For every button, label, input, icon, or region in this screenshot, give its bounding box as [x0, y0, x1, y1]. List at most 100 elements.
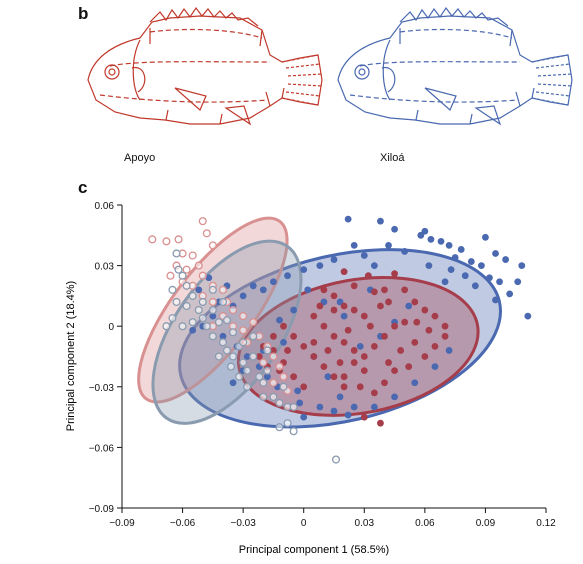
axes: −0.09 −0.06 −0.03 0 0.03 0.06 0.09 0.12 −0.09 −0.… — [89, 201, 556, 529]
data-point — [360, 367, 368, 375]
data-point — [340, 373, 348, 381]
x-tick-label: 0 — [301, 518, 307, 529]
data-point — [377, 217, 384, 225]
data-point — [310, 312, 318, 320]
data-point — [330, 407, 338, 415]
landmark-arrows — [399, 28, 535, 125]
x-tick-label: −0.06 — [170, 518, 196, 529]
data-point — [385, 359, 392, 366]
caudal-fin-rays — [281, 54, 323, 106]
data-point — [405, 302, 413, 310]
data-point — [202, 322, 211, 331]
data-point — [370, 389, 378, 397]
data-point — [290, 373, 298, 381]
data-point — [401, 318, 409, 326]
dorsal-fin — [149, 6, 259, 27]
data-point — [194, 261, 203, 270]
data-point — [340, 312, 348, 320]
data-point — [506, 290, 514, 298]
data-point — [283, 419, 292, 428]
data-point — [340, 338, 348, 346]
data-point — [350, 347, 358, 354]
data-point — [249, 318, 258, 327]
data-point — [172, 249, 181, 258]
data-point — [208, 285, 217, 294]
data-point — [324, 373, 332, 381]
data-point — [421, 306, 429, 314]
data-point — [259, 358, 268, 367]
data-point — [188, 251, 197, 260]
data-point — [174, 265, 183, 274]
data-point — [324, 347, 332, 354]
data-point — [397, 347, 405, 354]
data-point — [320, 322, 328, 330]
data-point — [205, 274, 213, 282]
data-point — [377, 302, 384, 310]
data-point — [413, 318, 421, 326]
data-point — [219, 332, 227, 340]
fish-eye — [354, 64, 370, 80]
data-point — [316, 262, 324, 269]
data-point — [431, 363, 439, 370]
y-tick-label: −0.06 — [89, 443, 115, 454]
data-point — [259, 378, 268, 387]
data-point — [330, 373, 338, 381]
data-point — [208, 241, 217, 250]
data-point — [340, 268, 348, 276]
data-point — [492, 296, 499, 304]
data-point — [269, 378, 278, 387]
data-point — [431, 312, 439, 320]
apoyo-caption: Apoyo — [124, 152, 156, 164]
y-tick-label: −0.09 — [89, 504, 115, 515]
fish-pupil — [108, 68, 116, 76]
data-point — [228, 305, 238, 315]
data-point — [310, 338, 318, 346]
panel-c-label: c — [78, 178, 88, 197]
data-point — [162, 237, 171, 246]
data-point — [168, 314, 177, 323]
data-point — [198, 314, 207, 323]
data-point — [280, 338, 287, 346]
data-point — [284, 347, 291, 354]
data-point — [356, 383, 364, 391]
data-point — [269, 392, 278, 401]
data-point — [270, 347, 277, 354]
data-point — [336, 393, 344, 401]
data-point — [502, 256, 510, 263]
data-point — [218, 285, 228, 294]
data-point — [263, 373, 271, 381]
data-point — [385, 242, 392, 249]
data-point — [467, 258, 475, 265]
data-point — [364, 272, 372, 280]
data-point — [441, 322, 449, 330]
landmark-arrows — [149, 28, 285, 125]
data-point — [461, 272, 469, 280]
dorsal-fin — [399, 6, 509, 27]
data-point — [222, 346, 232, 355]
data-point — [280, 322, 287, 330]
data-point — [370, 262, 378, 269]
x-axis-label: Principal component 1 (58.5%) — [239, 544, 389, 556]
caudal-fin-rays — [531, 54, 573, 106]
data-point — [218, 338, 228, 347]
data-point — [445, 242, 453, 249]
data-point — [482, 233, 489, 241]
x-tick-label: 0.06 — [415, 518, 435, 529]
fish-pupil — [358, 68, 366, 76]
data-point — [189, 326, 197, 334]
data-point — [427, 235, 435, 243]
data-point — [496, 278, 503, 286]
data-point — [437, 237, 445, 245]
fish-eye — [104, 64, 120, 80]
data-point — [222, 316, 232, 325]
data-point — [366, 322, 374, 330]
data-point — [182, 281, 191, 290]
x-tick-label: 0.03 — [355, 518, 375, 529]
data-point — [356, 343, 364, 350]
body-landmark-lines — [349, 28, 521, 103]
data-point — [235, 372, 244, 381]
data-point — [209, 312, 217, 320]
data-point — [229, 379, 237, 387]
data-point — [524, 312, 532, 320]
data-point — [316, 302, 324, 310]
